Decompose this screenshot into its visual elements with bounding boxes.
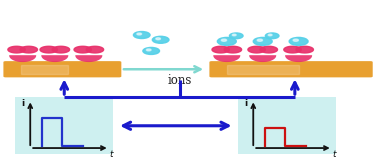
Circle shape [253,37,272,45]
Polygon shape [285,55,312,62]
Circle shape [265,33,279,39]
Circle shape [293,39,299,41]
Text: i: i [21,99,24,108]
Text: i: i [244,99,247,108]
Text: t: t [333,150,336,159]
Circle shape [289,37,308,45]
FancyBboxPatch shape [15,97,113,154]
Polygon shape [224,46,242,53]
Text: ions: ions [167,74,192,87]
Circle shape [257,39,262,41]
Polygon shape [227,65,299,74]
Circle shape [268,34,272,36]
FancyBboxPatch shape [3,61,121,77]
Circle shape [146,49,151,51]
Polygon shape [41,55,68,62]
Polygon shape [212,46,229,53]
Polygon shape [213,55,240,62]
FancyBboxPatch shape [209,61,373,77]
Polygon shape [284,46,301,53]
Circle shape [229,33,243,39]
Text: t: t [110,150,113,159]
Polygon shape [8,46,25,53]
Circle shape [217,37,236,45]
Polygon shape [40,46,57,53]
Polygon shape [296,46,313,53]
Circle shape [143,47,160,54]
Polygon shape [260,46,277,53]
Circle shape [133,32,150,38]
Polygon shape [248,46,265,53]
Circle shape [156,38,161,40]
Polygon shape [86,46,104,53]
Polygon shape [52,46,70,53]
Polygon shape [20,46,37,53]
Circle shape [137,33,142,35]
Circle shape [222,39,226,41]
Polygon shape [74,46,91,53]
Circle shape [232,34,236,36]
Polygon shape [75,55,102,62]
Polygon shape [21,65,68,74]
Polygon shape [9,55,36,62]
Polygon shape [249,55,276,62]
Circle shape [152,36,169,43]
FancyBboxPatch shape [238,97,336,154]
